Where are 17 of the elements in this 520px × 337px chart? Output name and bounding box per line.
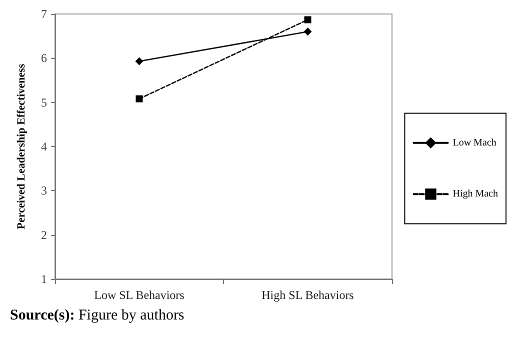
x-tick-label: High SL Behaviors	[262, 288, 354, 302]
y-tick-label: 3	[41, 184, 47, 198]
source-note: Source(s): Figure by authors	[10, 308, 184, 324]
y-tick-label: 7	[41, 7, 47, 21]
y-tick-label: 5	[41, 95, 47, 110]
legend-label: Low Mach	[452, 137, 496, 148]
y-tick-label: 1	[41, 272, 47, 286]
x-tick-label: Low SL Behaviors	[94, 288, 185, 302]
y-axis-title: Perceived Leadership Effectiveness	[16, 63, 28, 230]
point	[304, 16, 312, 24]
y-tick-label: 2	[41, 228, 47, 242]
legend-label: High Mach	[452, 188, 498, 200]
point	[304, 28, 312, 36]
point	[135, 57, 144, 66]
y-tick-label: 4	[41, 140, 47, 154]
y-tick-label: 6	[41, 51, 47, 66]
point	[136, 95, 143, 102]
